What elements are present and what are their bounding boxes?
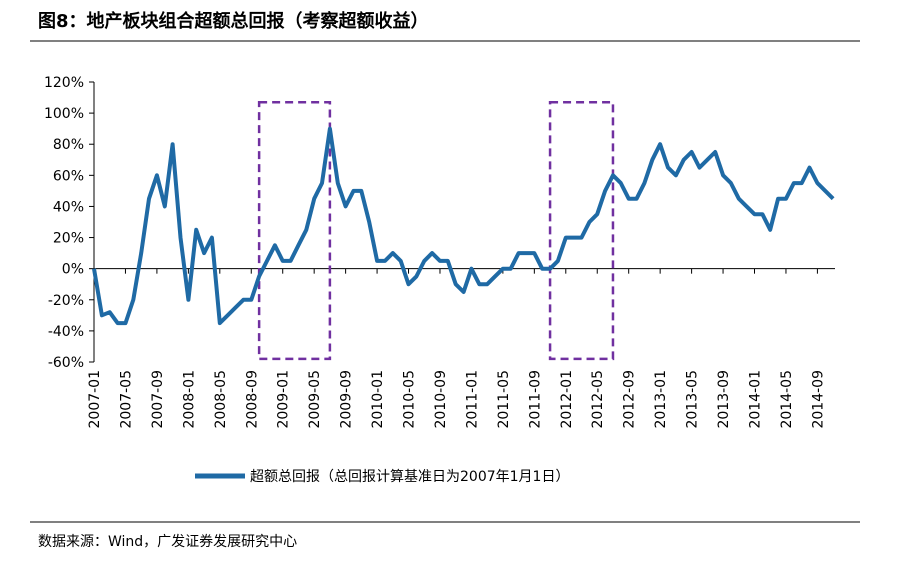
x-tick-label: 2007-09: [150, 370, 166, 429]
y-tick-label: 60%: [53, 168, 84, 184]
x-tick-label: 2009-05: [307, 370, 323, 429]
y-tick-label: -40%: [48, 324, 84, 340]
x-tick-label: 2007-01: [87, 370, 103, 429]
x-tick-label: 2014-01: [748, 370, 764, 429]
x-tick-label: 2011-01: [464, 370, 480, 429]
y-tick-label: 100%: [44, 106, 84, 122]
x-tick-label: 2008-09: [244, 370, 260, 429]
x-tick-label: 2014-05: [779, 370, 795, 429]
x-tick-label: 2011-09: [527, 370, 543, 429]
x-tick-label: 2010-09: [433, 370, 449, 429]
x-tick-label: 2012-09: [622, 370, 638, 429]
x-tick-label: 2008-05: [213, 370, 229, 429]
y-tick-label: 20%: [53, 231, 84, 247]
chart-title: 图8：地产板块组合超额总回报（考察超额收益）: [38, 10, 429, 32]
series-line: [92, 126, 835, 326]
legend-label: 超额总回报（总回报计算基准日为2007年1月1日）: [250, 468, 569, 485]
x-tick-label: 2009-09: [339, 370, 355, 429]
source-note: 数据来源：Wind，广发证券发展研究中心: [38, 534, 297, 550]
x-tick-label: 2010-05: [402, 370, 418, 429]
x-tick-label: 2011-05: [496, 370, 512, 429]
x-tick-label: 2013-01: [653, 370, 669, 429]
y-tick-label: 80%: [53, 137, 84, 153]
highlight-box: [257, 100, 332, 361]
x-tick-label: 2009-01: [276, 370, 292, 429]
y-tick-label: 120%: [44, 75, 84, 91]
x-tick-label: 2007-05: [118, 370, 134, 429]
x-tick-label: 2012-01: [559, 370, 575, 429]
x-tick-label: 2008-01: [181, 370, 197, 429]
y-tick-label: -60%: [48, 355, 84, 371]
x-tick-label: 2014-09: [810, 370, 826, 429]
y-tick-label: -20%: [48, 293, 84, 309]
x-tick-label: 2012-05: [590, 370, 606, 429]
x-tick-label: 2013-09: [716, 370, 732, 429]
y-tick-label: 0%: [62, 262, 84, 278]
x-tick-label: 2013-05: [685, 370, 701, 429]
highlight-box: [548, 100, 615, 361]
y-tick-label: 40%: [53, 199, 84, 215]
x-tick-label: 2010-01: [370, 370, 386, 429]
